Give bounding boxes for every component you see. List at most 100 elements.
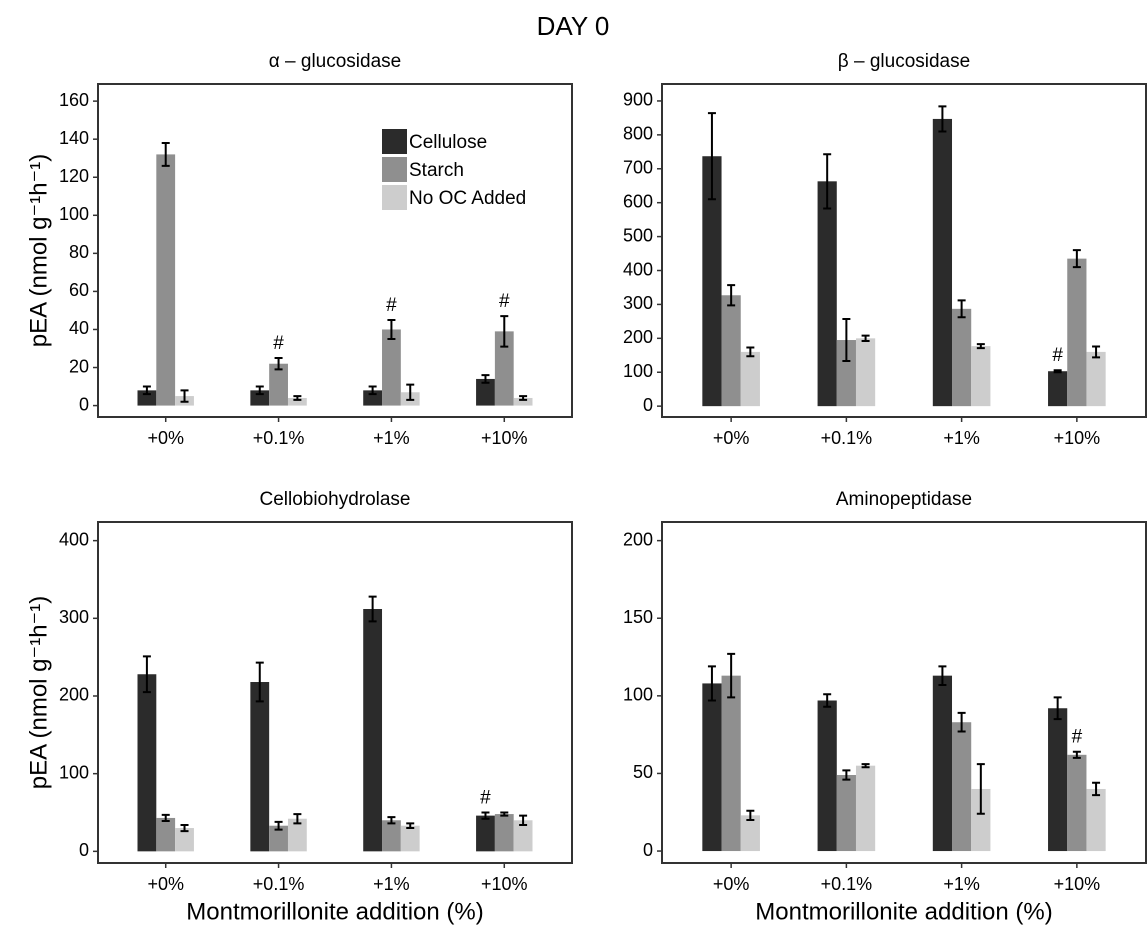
y-tick-label: 300: [623, 293, 653, 313]
error-bar: [707, 112, 716, 201]
error-bar: [823, 693, 832, 708]
bar: [363, 608, 383, 852]
y-tick-label: 400: [59, 529, 89, 549]
error-bar: [161, 813, 170, 823]
x-tick-label: +10%: [1054, 874, 1101, 894]
x-axis-label: Montmorillonite addition (%): [755, 898, 1052, 925]
significance-marker: #: [273, 333, 284, 354]
bar: [494, 814, 514, 852]
bar: [137, 390, 157, 406]
bar: [287, 818, 307, 852]
error-bar: [746, 346, 755, 358]
significance-marker: #: [499, 291, 510, 312]
y-tick-label: 200: [59, 685, 89, 705]
y-tick-label: 150: [623, 607, 653, 627]
bar: [269, 825, 288, 852]
error-bar: [861, 334, 870, 343]
error-bar: [500, 811, 509, 817]
significance-marker: #: [1072, 727, 1083, 748]
bar: [1067, 258, 1087, 407]
error-bar: [519, 395, 528, 401]
bar: [175, 828, 194, 852]
error-bar: [1072, 750, 1081, 759]
bar: [740, 351, 760, 407]
bar: [382, 329, 401, 406]
y-tick-label: 0: [643, 840, 653, 860]
bar: [721, 295, 741, 407]
y-tick-label: 100: [623, 685, 653, 705]
legend-swatch: [382, 185, 407, 210]
y-tick-label: 500: [623, 225, 653, 245]
significance-marker: #: [480, 788, 491, 809]
error-bar: [976, 763, 985, 815]
y-tick-label: 400: [623, 259, 653, 279]
x-tick-label: +0.1%: [821, 428, 873, 448]
y-tick-label: 50: [633, 762, 653, 782]
bar: [476, 815, 495, 852]
error-bar: [255, 385, 264, 396]
error-bar: [746, 809, 755, 822]
y-tick-label: 700: [623, 158, 653, 178]
bar: [1086, 788, 1106, 852]
y-tick-label: 160: [59, 90, 89, 110]
panel-title: α – glucosidase: [269, 51, 401, 72]
y-tick-label: 100: [59, 762, 89, 782]
x-axis-label: Montmorillonite addition (%): [186, 898, 483, 925]
bar: [363, 390, 383, 406]
x-tick-label: +0%: [713, 874, 750, 894]
panel-border: [97, 521, 573, 864]
bar: [855, 765, 876, 852]
bar: [740, 815, 760, 852]
y-axis-label: pEA (nmol g⁻¹h⁻¹): [25, 154, 52, 347]
bar: [952, 308, 972, 407]
error-bar: [368, 385, 377, 396]
x-tick-label: +0%: [147, 874, 184, 894]
panel-border: [97, 83, 573, 418]
error-bar: [1053, 696, 1062, 721]
y-tick-label: 0: [643, 395, 653, 415]
bar: [269, 363, 288, 406]
error-bar: [387, 816, 396, 825]
bar: [250, 682, 270, 852]
error-bar: [861, 763, 870, 769]
legend-label: No OC Added: [409, 188, 526, 209]
bar: [1048, 708, 1068, 852]
y-tick-label: 40: [69, 318, 89, 338]
y-tick-label: 200: [623, 327, 653, 347]
error-bar: [842, 317, 851, 363]
error-bar: [161, 141, 170, 167]
y-tick-label: 100: [59, 204, 89, 224]
bar: [476, 378, 495, 406]
y-tick-label: 200: [623, 529, 653, 549]
error-bar: [957, 711, 966, 733]
panel-title: Cellobiohydrolase: [259, 489, 410, 510]
y-tick-label: 0: [79, 840, 89, 860]
y-tick-label: 800: [623, 124, 653, 144]
panel-border: [661, 521, 1147, 864]
error-bar: [293, 395, 302, 401]
bar: [702, 156, 722, 407]
error-bar: [938, 665, 947, 686]
bar: [1086, 351, 1106, 407]
error-bar: [842, 769, 851, 781]
x-tick-label: +0.1%: [253, 874, 305, 894]
y-tick-label: 600: [623, 191, 653, 211]
bar: [836, 774, 856, 852]
bar: [971, 788, 991, 852]
legend-swatch: [382, 129, 407, 154]
y-tick-label: 900: [623, 90, 653, 110]
bar: [1067, 754, 1087, 852]
y-tick-label: 0: [79, 394, 89, 414]
x-tick-label: +0.1%: [821, 874, 873, 894]
x-tick-label: +10%: [1054, 428, 1101, 448]
bar: [1048, 371, 1068, 407]
error-bar: [293, 813, 302, 825]
bar: [971, 346, 991, 407]
error-bar: [500, 315, 509, 348]
bar: [817, 700, 837, 852]
error-bar: [255, 661, 264, 703]
error-bar: [1092, 345, 1101, 359]
x-tick-label: +10%: [481, 428, 528, 448]
bar: [817, 181, 837, 407]
